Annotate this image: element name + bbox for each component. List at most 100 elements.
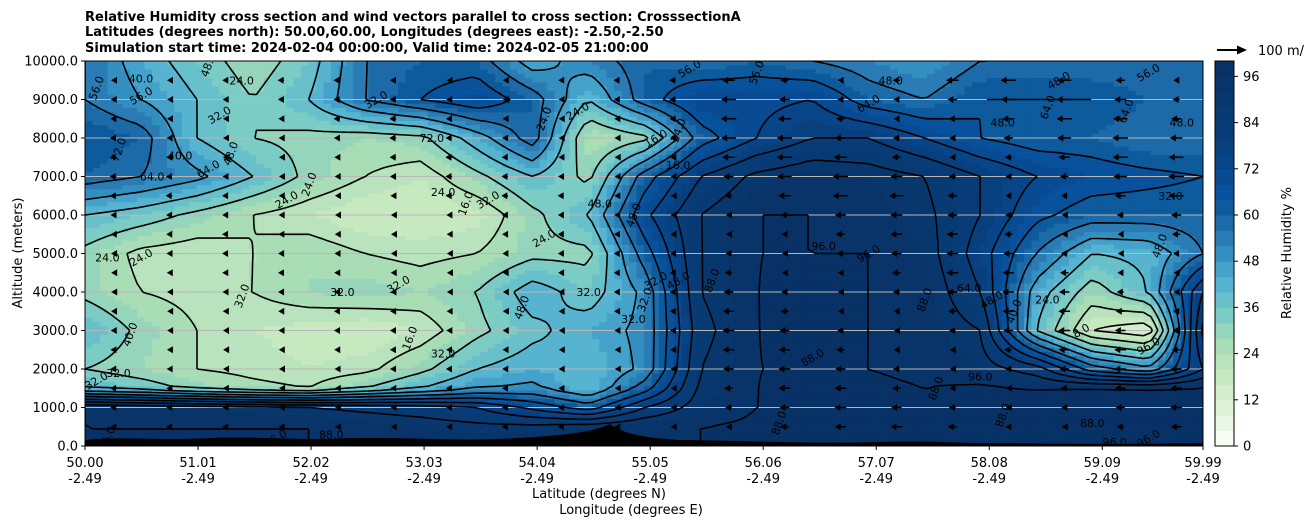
humidity-cell — [882, 112, 891, 118]
humidity-cell — [681, 61, 690, 66]
humidity-cell — [599, 167, 608, 173]
humidity-cell — [837, 172, 846, 178]
humidity-cell — [1158, 180, 1167, 186]
humidity-cell — [1024, 103, 1033, 109]
humidity-cell — [517, 142, 526, 148]
humidity-cell — [1165, 163, 1174, 169]
humidity-cell — [509, 180, 518, 186]
humidity-cell — [606, 129, 615, 135]
humidity-cell — [99, 129, 108, 135]
humidity-cell — [554, 78, 563, 83]
humidity-cell — [927, 65, 936, 71]
humidity-cell — [1024, 69, 1033, 75]
humidity-cell — [897, 180, 906, 186]
humidity-cell — [830, 78, 839, 83]
humidity-cell — [263, 103, 272, 109]
humidity-cell — [1016, 163, 1025, 169]
humidity-cell — [606, 90, 615, 96]
humidity-cell — [1135, 146, 1144, 152]
humidity-cell — [509, 167, 518, 173]
humidity-cell — [323, 197, 332, 203]
humidity-cell — [1039, 146, 1048, 152]
humidity-cell — [547, 146, 556, 152]
humidity-cell — [1039, 172, 1048, 178]
humidity-cell — [703, 197, 712, 203]
humidity-cell — [621, 99, 630, 105]
humidity-cell — [1001, 65, 1010, 71]
humidity-cell — [234, 116, 243, 122]
humidity-cell — [1076, 86, 1085, 92]
humidity-cell — [1031, 197, 1040, 203]
humidity-cell — [576, 146, 585, 152]
humidity-cell — [957, 129, 966, 135]
humidity-cell — [241, 112, 250, 118]
humidity-cell — [785, 86, 794, 92]
humidity-cell — [1068, 99, 1077, 105]
humidity-cell — [308, 78, 317, 83]
humidity-cell — [166, 108, 176, 113]
humidity-cell — [949, 112, 958, 118]
humidity-cell — [807, 103, 817, 109]
humidity-cell — [599, 65, 608, 71]
humidity-cell — [427, 167, 436, 173]
humidity-cell — [1128, 103, 1137, 109]
humidity-cell — [800, 176, 809, 182]
humidity-cell — [1165, 90, 1174, 96]
humidity-cell — [636, 167, 645, 173]
humidity-cell — [1046, 159, 1055, 165]
humidity-cell — [733, 112, 742, 118]
humidity-cell — [129, 69, 138, 75]
humidity-cell — [778, 65, 787, 71]
humidity-cell — [748, 176, 757, 182]
humidity-cell — [718, 125, 727, 131]
humidity-cell — [807, 108, 817, 113]
humidity-cell — [822, 86, 831, 92]
humidity-cell — [748, 125, 757, 131]
humidity-cell — [107, 197, 116, 203]
humidity-cell — [293, 180, 302, 186]
humidity-cell — [591, 155, 600, 160]
humidity-cell — [211, 176, 220, 182]
humidity-cell — [137, 133, 146, 139]
humidity-cell — [509, 120, 518, 126]
humidity-cell — [562, 65, 571, 71]
humidity-cell — [904, 116, 913, 122]
humidity-cell — [1128, 142, 1137, 148]
humidity-cell — [539, 73, 548, 79]
humidity-cell — [740, 133, 749, 139]
humidity-cell — [1046, 108, 1055, 113]
humidity-cell — [979, 172, 988, 178]
humidity-cell — [308, 167, 317, 173]
humidity-cell — [942, 78, 951, 83]
humidity-cell — [99, 82, 108, 88]
humidity-cell — [412, 108, 421, 113]
humidity-cell — [636, 159, 645, 165]
humidity-cell — [957, 69, 966, 75]
humidity-cell — [517, 146, 526, 152]
humidity-cell — [398, 61, 407, 66]
humidity-cell — [114, 155, 123, 160]
humidity-cell — [196, 73, 205, 79]
humidity-cell — [942, 172, 951, 178]
humidity-cell — [1091, 125, 1100, 131]
humidity-cell — [1061, 142, 1070, 148]
humidity-cell — [942, 180, 951, 186]
humidity-cell — [644, 142, 653, 148]
humidity-cell — [524, 120, 533, 126]
humidity-cell — [830, 103, 839, 109]
humidity-cell — [875, 103, 884, 109]
humidity-cell — [748, 65, 757, 71]
humidity-cell — [330, 133, 340, 139]
humidity-cell — [383, 180, 392, 186]
humidity-cell — [308, 112, 317, 118]
humidity-cell — [85, 95, 94, 101]
humidity-cell — [763, 112, 772, 118]
humidity-cell — [263, 138, 272, 143]
humidity-cell — [837, 129, 846, 135]
humidity-cell — [390, 146, 399, 152]
humidity-cell — [770, 159, 779, 165]
humidity-cell — [957, 146, 966, 152]
humidity-cell — [986, 116, 995, 122]
humidity-cell — [644, 65, 653, 71]
humidity-cell — [770, 133, 779, 139]
